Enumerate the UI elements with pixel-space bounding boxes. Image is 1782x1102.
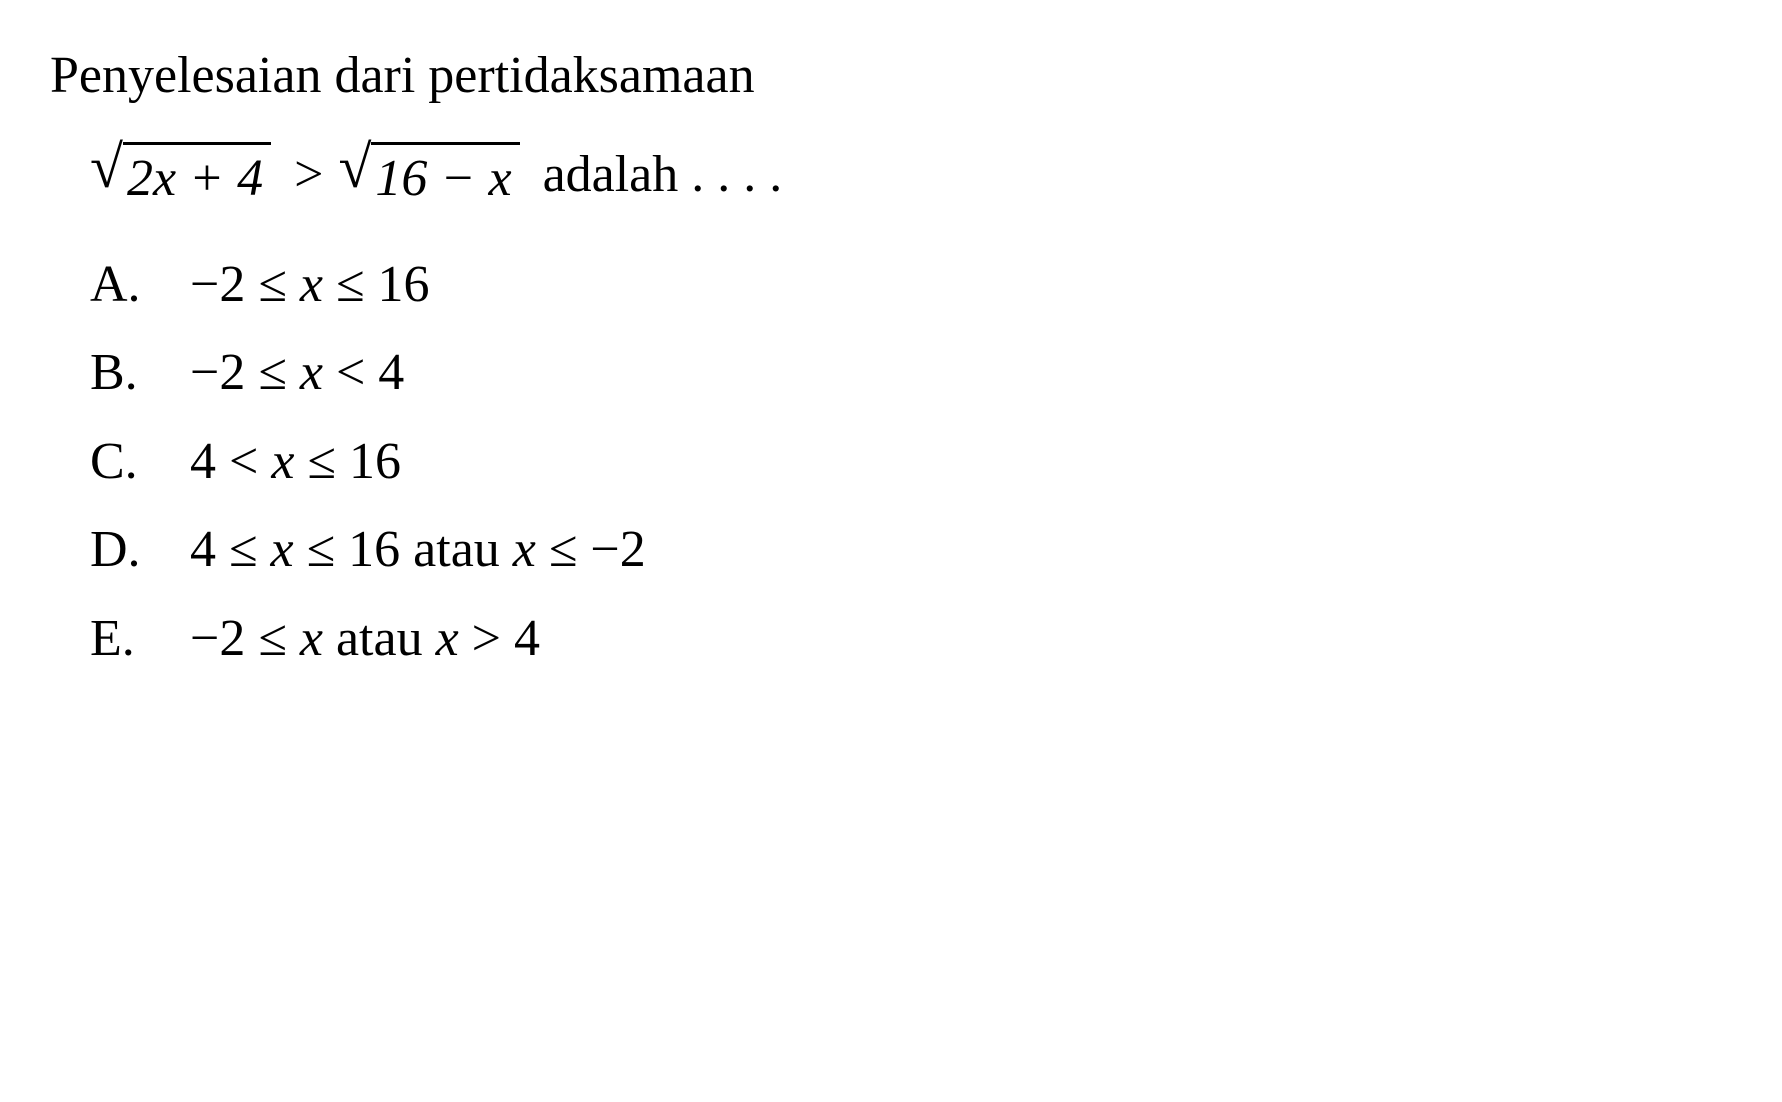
option-content: 4 ≤ x ≤ 16 atau x ≤ −2 <box>190 506 646 594</box>
question-suffix: adalah . . . . <box>543 133 783 216</box>
question-intro: Penyelesaian dari pertidaksamaan <box>50 40 1732 113</box>
option-content: −2 ≤ x ≤ 16 <box>190 241 430 329</box>
option-content: −2 ≤ x < 4 <box>190 329 404 417</box>
option-label: D. <box>90 506 190 594</box>
option-b: B. −2 ≤ x < 4 <box>90 329 1732 417</box>
sqrt-symbol-icon: √ <box>338 137 371 197</box>
sqrt-content-right: 16 − x <box>371 142 519 213</box>
option-label: E. <box>90 595 190 683</box>
option-d: D. 4 ≤ x ≤ 16 atau x ≤ −2 <box>90 506 1732 594</box>
sqrt-symbol-icon: √ <box>90 137 123 197</box>
option-content: −2 ≤ x atau x > 4 <box>190 595 540 683</box>
option-label: A. <box>90 241 190 329</box>
sqrt-expression-left: √ 2x + 4 <box>90 139 271 210</box>
sqrt-expression-right: √ 16 − x <box>338 139 519 210</box>
option-c: C. 4 < x ≤ 16 <box>90 418 1732 506</box>
option-content: 4 < x ≤ 16 <box>190 418 401 506</box>
option-e: E. −2 ≤ x atau x > 4 <box>90 595 1732 683</box>
sqrt-content-left: 2x + 4 <box>123 142 271 213</box>
options-container: A. −2 ≤ x ≤ 16 B. −2 ≤ x < 4 C. 4 < x ≤ … <box>50 241 1732 683</box>
option-a: A. −2 ≤ x ≤ 16 <box>90 241 1732 329</box>
option-label: B. <box>90 329 190 417</box>
equation-line: √ 2x + 4 > √ 16 − x adalah . . . . <box>50 133 1732 216</box>
option-label: C. <box>90 418 190 506</box>
operator-greater-than: > <box>294 133 323 216</box>
